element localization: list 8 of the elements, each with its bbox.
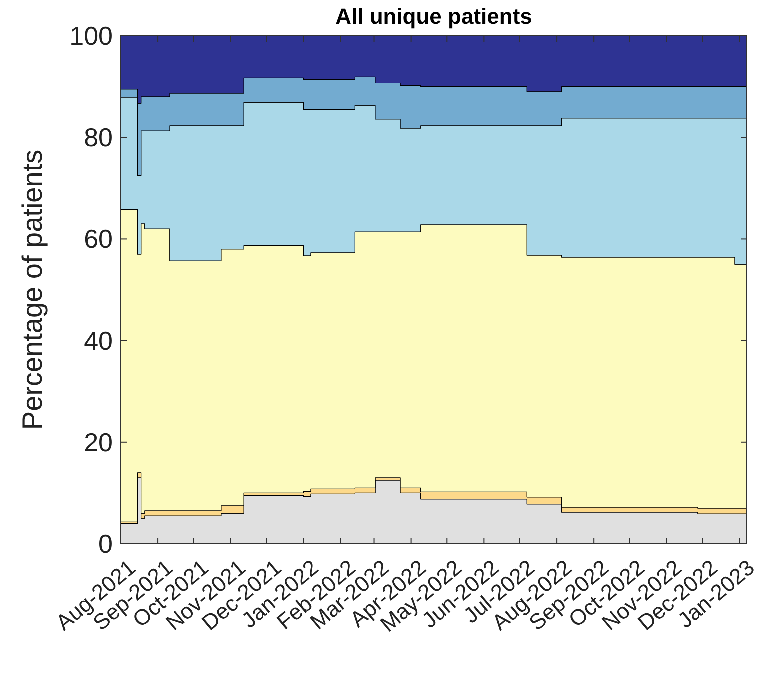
y-axis-title: Percentage of patients	[17, 150, 48, 430]
y-tick-label: 80	[84, 122, 113, 153]
y-tick-label: 60	[84, 224, 113, 254]
chart-title: All unique patients	[336, 4, 532, 29]
y-tick-label: 20	[84, 427, 113, 458]
y-tick-label: 40	[84, 326, 113, 356]
y-tick-label: 0	[98, 529, 113, 559]
y-tick-label: 100	[70, 21, 113, 51]
